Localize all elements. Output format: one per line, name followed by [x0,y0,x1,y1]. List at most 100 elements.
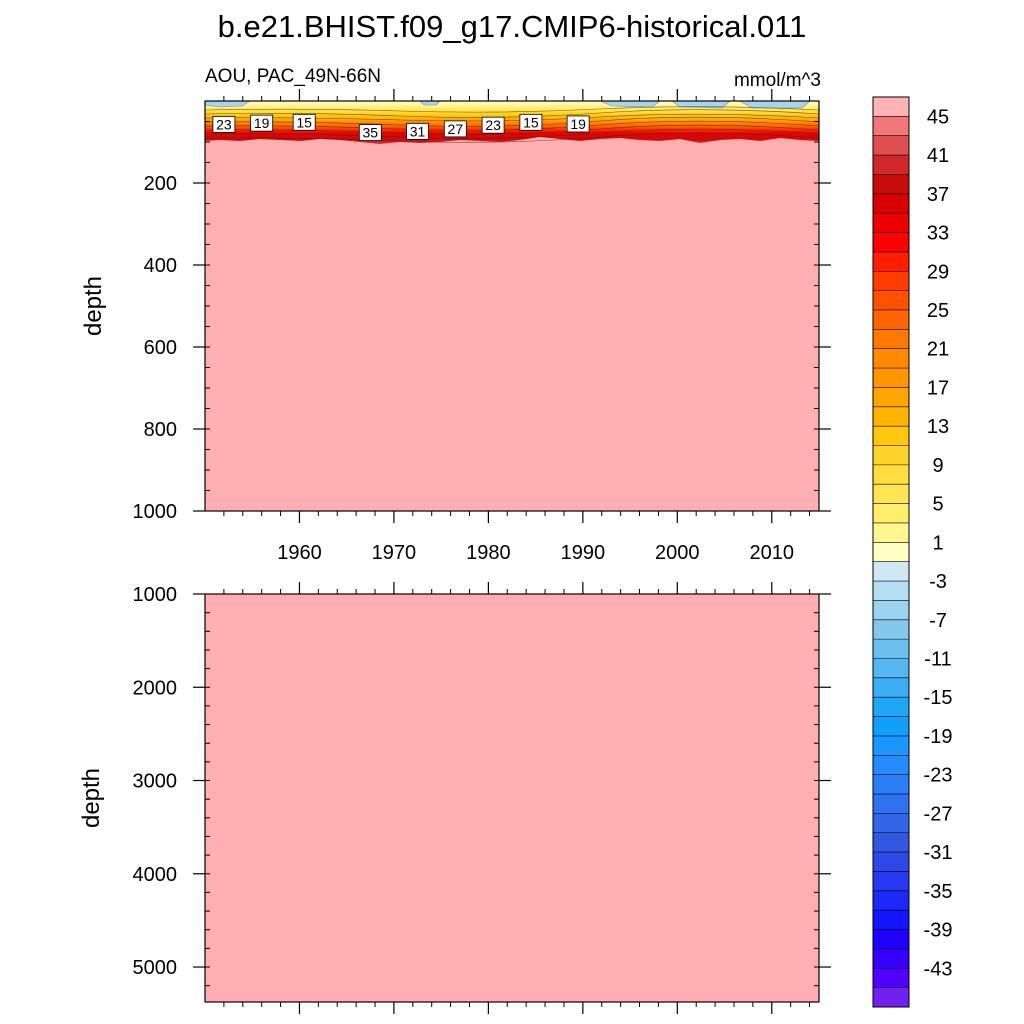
colorbar-segment [873,445,909,466]
colorbar-segment [873,522,909,543]
colorbar-label: 41 [927,145,949,167]
colorbar-label: 45 [927,106,949,128]
colorbar-segment [873,135,909,156]
colorbar-segment [873,735,909,756]
upper-y-ticks: 200 400 600 800 1000 [133,100,831,523]
colorbar-segment [873,774,909,795]
colorbar-segment [873,948,909,969]
colorbar-label: -27 [924,803,953,825]
contour-label: 15 [519,113,543,131]
colorbar-segment [873,813,909,834]
contour-line [204,132,820,143]
blue-patches [204,100,811,109]
upper-panel: 23 19 15 35 31 27 23 15 19 200 400 600 800 1000 1960… [80,89,831,564]
colorbar-label: 5 [932,494,943,516]
colorbar-label: -11 [924,648,951,670]
colorbar-segment [873,116,909,137]
y-tick-label: 2000 [133,677,178,699]
chart-units-label: mmol/m^3 [734,70,821,91]
colorbar-segment [873,193,909,214]
colorbar-segment [873,290,909,311]
colorbar-segment [873,309,909,330]
lower-panel: 1000 2000 3000 4000 5000 depth [78,582,831,1014]
contour-label-text: 31 [410,123,426,139]
contour-label-text: 27 [448,121,464,137]
colorbar-label: -7 [929,610,947,632]
colorbar-segment [873,503,909,524]
colorbar-segment [873,174,909,195]
lower-panel-frame [204,593,820,1003]
colorbar-segment [873,464,909,485]
contour-label: 15 [292,113,316,131]
lower-panel-fill [205,594,819,1002]
colorbar-label: 33 [927,223,949,245]
colorbar-segment [873,794,909,814]
contour-label: 19 [250,114,274,132]
contour-label: 27 [443,120,467,138]
colorbar-segment [873,542,909,562]
colorbar-segment [873,387,909,408]
colorbar-segment [873,97,909,117]
upper-y-axis-label: depth [80,276,107,336]
contour-label: 31 [406,122,429,140]
x-tick-label: 2000 [655,542,700,564]
colorbar-segment [873,755,909,775]
colorbar-segment [873,348,909,369]
colorbar-segment [873,987,909,1008]
colorbar-label: -3 [929,571,947,593]
colorbar-segment [873,271,909,291]
colorbar-frame [872,96,910,1008]
colorbar-label: -15 [924,687,953,709]
y-tick-label: 1000 [133,584,178,606]
colorbar-label: -35 [924,881,953,903]
contour-label-text: 19 [254,115,270,131]
y-tick-label: 400 [144,255,177,277]
y-tick-label: 600 [144,337,177,359]
colorbar-segment [873,406,909,427]
colorbar-segment [873,910,909,930]
contour-label-text: 23 [485,117,501,133]
colorbar-segment [873,600,909,621]
colorbar-segment [873,832,909,853]
x-tick-label: 1970 [372,542,417,564]
contour-line [204,106,820,113]
lower-y-axis-label: depth [78,768,105,828]
contour-label-text: 15 [296,114,312,130]
colorbar-label: -39 [924,920,953,942]
lower-y-ticks: 1000 2000 3000 4000 5000 [133,584,831,987]
lower-x-ticks [223,582,811,1014]
colorbar-segment [873,658,909,679]
contour-label-text: 35 [363,125,379,141]
y-tick-label: 200 [144,173,177,195]
colorbar-segment [873,716,909,737]
y-tick-label: 3000 [133,771,178,793]
colorbar-label: -19 [924,726,953,748]
colorbar-label: 9 [932,455,943,477]
colorbar-label: 25 [927,300,949,322]
colorbar-segment [873,368,909,388]
contour-label-text: 23 [216,116,232,132]
x-tick-label: 1980 [466,542,511,564]
y-tick-label: 1000 [133,501,178,523]
colorbar-label: -31 [924,842,953,864]
colorbar-segment [873,890,909,911]
colorbar-label: 13 [927,416,949,438]
x-tick-label: 2010 [750,542,795,564]
surface-gradient-band [205,101,819,144]
contour-line [204,128,820,139]
contour-label: 23 [481,116,505,134]
colorbar: 45 41 37 33 29 25 21 17 13 9 5 1 -3 -7 -11 -15 -19 -23 -27… [872,96,953,1008]
colorbar-label: 29 [927,261,949,283]
colorbar-segment [873,426,909,446]
x-tick-label: 1960 [277,542,322,564]
upper-contour-labels: 23 19 15 35 31 27 23 15 19 [212,113,590,141]
chart-subtitle-left: AOU, PAC_49N-66N [205,66,381,87]
y-tick-label: 800 [144,419,177,441]
colorbar-segment [873,484,909,504]
contour-line [204,109,820,118]
y-tick-label: 5000 [133,957,178,979]
contour-label-text: 15 [523,114,539,130]
colorbar-label: 21 [927,339,949,361]
colorbar-segment [873,561,909,582]
